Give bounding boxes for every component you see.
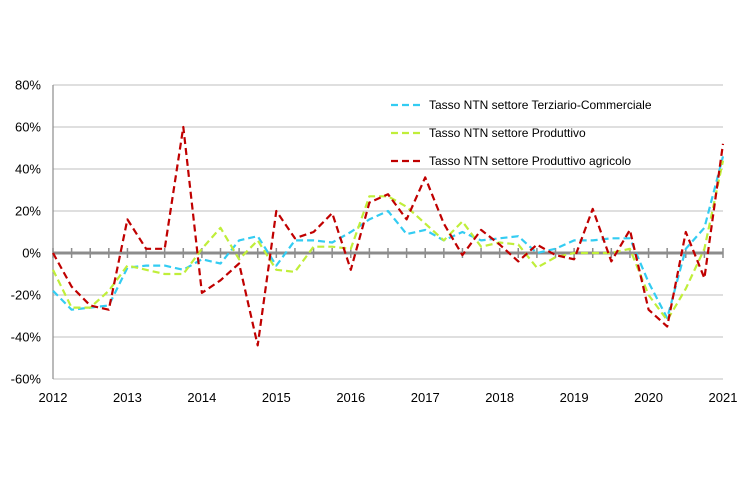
legend-label-1: Tasso NTN settore Terziario-Commerciale [429, 98, 652, 112]
x-axis-tick-labels: 2012 2013 2014 2015 2016 2017 2018 2019 2020 2021 [39, 390, 738, 405]
x-tick-label: 2019 [560, 390, 589, 405]
x-tick-label: 2020 [634, 390, 663, 405]
x-tick-label: 2015 [262, 390, 291, 405]
legend-label-3: Tasso NTN settore Produttivo agricolo [429, 154, 631, 168]
y-tick-label: 80% [15, 78, 41, 93]
x-tick-label: 2013 [113, 390, 142, 405]
legend: Tasso NTN settore Terziario-Commerciale T… [391, 98, 652, 168]
x-tick-label: 2018 [485, 390, 514, 405]
series-line-1 [52, 156, 725, 320]
gridlines [53, 84, 723, 380]
x-tick-label: 2017 [411, 390, 440, 405]
y-axis-tick-labels: -60% -40% -20% 0% 20% 40% 60% 80% [11, 78, 42, 387]
x-tick-label: 2016 [336, 390, 365, 405]
series-line-3 [52, 125, 725, 347]
y-tick-label: -60% [11, 372, 42, 387]
y-tick-label: 40% [15, 162, 41, 177]
y-tick-label: -20% [11, 288, 42, 303]
y-tick-label: 60% [15, 120, 41, 135]
y-tick-label: 0% [22, 246, 41, 261]
series-line-2 [52, 160, 725, 322]
plot-area [53, 85, 723, 379]
x-axis [52, 85, 724, 379]
series-lines [52, 125, 725, 347]
y-tick-label: 20% [15, 204, 41, 219]
x-tick-label: 2014 [187, 390, 216, 405]
y-tick-label: -40% [11, 330, 42, 345]
x-tick-label: 2012 [39, 390, 68, 405]
legend-label-2: Tasso NTN settore Produttivo [429, 126, 586, 140]
x-tick-label: 2021 [709, 390, 738, 405]
